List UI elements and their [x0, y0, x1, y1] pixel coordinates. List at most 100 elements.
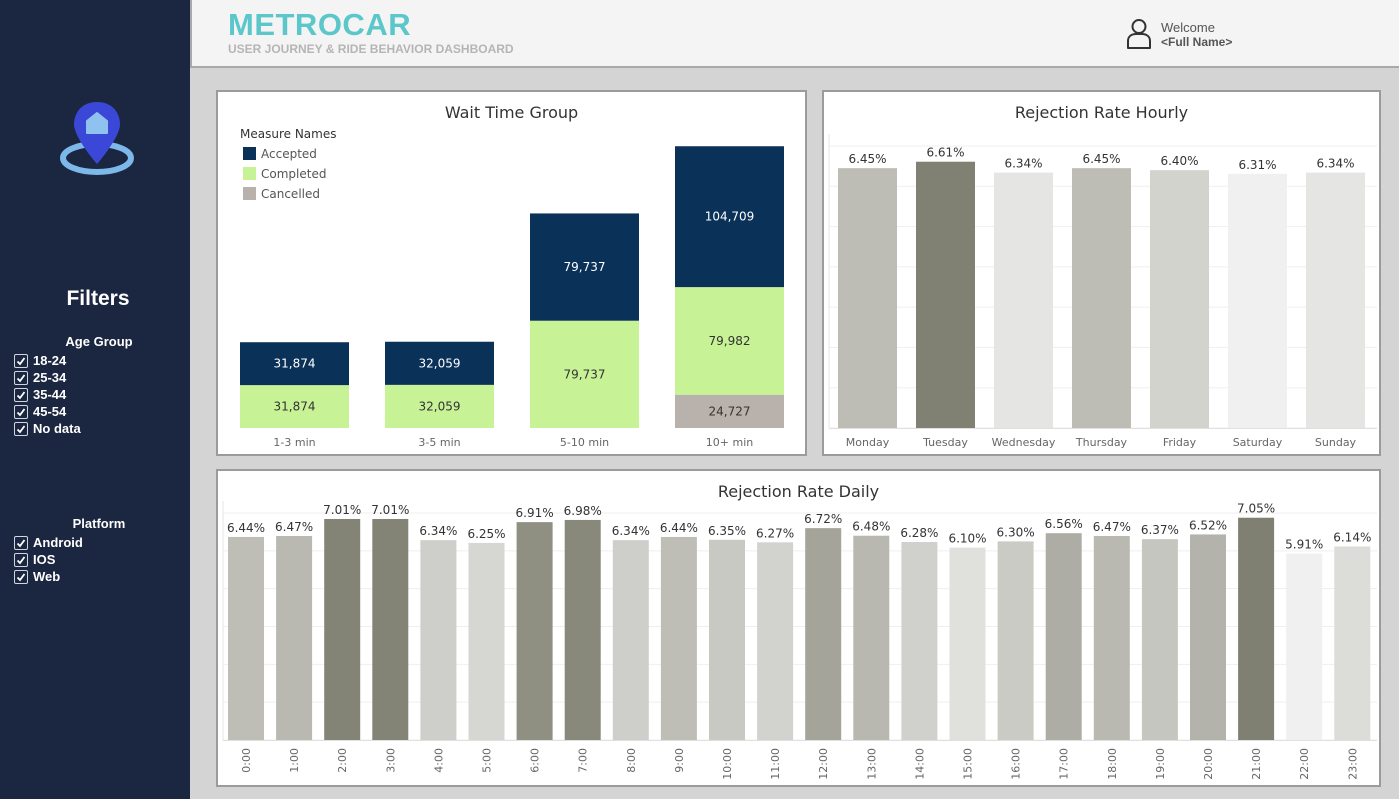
- option-label: 25-34: [33, 370, 67, 385]
- bar[interactable]: [1190, 534, 1226, 740]
- checkbox[interactable]: [14, 387, 28, 402]
- bar[interactable]: [564, 519, 601, 740]
- wait-time-chart: Measure Names Accepted Completed Cancelled 3…: [240, 127, 784, 449]
- bar-accepted[interactable]: [530, 213, 639, 321]
- legend-swatch: [243, 147, 256, 160]
- bar[interactable]: [1093, 536, 1130, 740]
- bar-completed[interactable]: [530, 320, 639, 428]
- bar[interactable]: [1238, 517, 1275, 740]
- option-label: Android: [33, 535, 83, 550]
- bar[interactable]: [372, 518, 409, 740]
- checkbox[interactable]: [14, 421, 28, 436]
- user-icon[interactable]: [1126, 18, 1152, 50]
- check-icon: [16, 572, 26, 581]
- bar[interactable]: [468, 542, 505, 740]
- bar-completed[interactable]: [675, 287, 784, 395]
- check-icon: [16, 555, 26, 564]
- data-label: 24,727: [709, 404, 751, 418]
- rejection-daily-title: Rejection Rate Daily: [717, 482, 880, 501]
- checkbox[interactable]: [14, 370, 28, 385]
- bar-accepted[interactable]: [385, 341, 494, 385]
- age_group-option-no-data[interactable]: No data: [14, 420, 190, 437]
- option-label: 35-44: [33, 387, 67, 402]
- bar[interactable]: [853, 535, 890, 740]
- age_group-option-18-24[interactable]: 18-24: [14, 352, 190, 369]
- user-name[interactable]: <Full Name>: [1161, 35, 1233, 49]
- bar[interactable]: [276, 536, 313, 740]
- brand-title: METROCAR: [228, 7, 412, 42]
- wait-time-title: Wait Time Group: [444, 103, 579, 122]
- bar[interactable]: [1334, 546, 1371, 740]
- data-label: 6.56%: [1045, 517, 1083, 531]
- x-tick-label: Sunday: [1315, 436, 1357, 449]
- bar[interactable]: [1072, 168, 1131, 428]
- legend-swatch: [243, 167, 256, 180]
- bar[interactable]: [1286, 553, 1323, 740]
- legend-label: Accepted: [261, 147, 317, 161]
- checkbox[interactable]: [14, 404, 28, 419]
- check-icon: [16, 538, 26, 547]
- data-label: 6.61%: [926, 146, 964, 160]
- data-label: 6.44%: [227, 521, 265, 535]
- checkbox[interactable]: [14, 569, 28, 584]
- bar[interactable]: [805, 528, 842, 740]
- bar[interactable]: [516, 522, 553, 740]
- map-pin-icon: [60, 102, 134, 175]
- option-label: Web: [33, 569, 61, 584]
- age_group-option-35-44[interactable]: 35-44: [14, 386, 190, 403]
- bar[interactable]: [997, 541, 1034, 740]
- checkbox[interactable]: [14, 535, 28, 550]
- checkbox[interactable]: [14, 552, 28, 567]
- bar[interactable]: [1150, 170, 1209, 428]
- data-label: 79,982: [709, 334, 751, 348]
- data-label: 6.40%: [1160, 154, 1198, 168]
- platform-option-android[interactable]: Android: [14, 534, 190, 551]
- data-label: 6.45%: [848, 152, 886, 166]
- bar[interactable]: [709, 539, 745, 740]
- bar[interactable]: [324, 518, 361, 740]
- age_group-option-25-34[interactable]: 25-34: [14, 369, 190, 386]
- data-label: 6.72%: [804, 512, 842, 526]
- legend-item-accepted[interactable]: Accepted: [243, 147, 317, 161]
- bar[interactable]: [949, 547, 986, 740]
- platform-option-ios[interactable]: IOS: [14, 551, 190, 568]
- bar-accepted[interactable]: [240, 342, 349, 386]
- bar[interactable]: [1045, 533, 1082, 740]
- bar-cancelled[interactable]: [675, 394, 784, 428]
- filters-title: Filters: [66, 287, 130, 310]
- bar-accepted[interactable]: [675, 146, 784, 288]
- option-label: 45-54: [33, 404, 67, 419]
- checkbox[interactable]: [14, 353, 28, 368]
- bar[interactable]: [757, 542, 794, 740]
- data-label: 7.01%: [371, 503, 409, 517]
- bar-completed[interactable]: [385, 384, 494, 428]
- x-tick-label: 13:00: [865, 748, 878, 780]
- platform-option-web[interactable]: Web: [14, 568, 190, 585]
- bar[interactable]: [228, 536, 264, 740]
- bar[interactable]: [660, 536, 697, 740]
- data-label: 6.47%: [275, 520, 313, 534]
- bar[interactable]: [612, 540, 649, 740]
- bar-completed[interactable]: [240, 385, 349, 428]
- bar[interactable]: [1306, 172, 1365, 428]
- data-label: 32,059: [419, 399, 461, 413]
- bar[interactable]: [901, 542, 938, 740]
- data-label: 6.48%: [852, 520, 890, 534]
- x-tick-label: 1:00: [288, 748, 301, 773]
- age_group-option-45-54[interactable]: 45-54: [14, 403, 190, 420]
- legend-item-cancelled[interactable]: Cancelled: [243, 187, 320, 201]
- rejection-hourly-panel: Rejection Rate Hourly 6.45% Monday 6.61% Tu…: [822, 90, 1381, 456]
- bar[interactable]: [916, 161, 975, 428]
- x-tick-label: 19:00: [1154, 748, 1167, 780]
- bar[interactable]: [420, 540, 457, 740]
- bar[interactable]: [1141, 539, 1178, 740]
- dashboard-subtitle: USER JOURNEY & RIDE BEHAVIOR DASHBOARD: [228, 42, 514, 56]
- rejection-daily-panel: Rejection Rate Daily 6.44% 0:00 6.47% 1:00 7…: [216, 469, 1381, 787]
- data-label: 6.47%: [1093, 520, 1131, 534]
- legend-item-completed[interactable]: Completed: [243, 167, 326, 181]
- check-icon: [16, 390, 26, 399]
- bar[interactable]: [838, 168, 897, 428]
- bar[interactable]: [994, 172, 1053, 428]
- check-icon: [16, 424, 26, 433]
- bar[interactable]: [1228, 173, 1287, 428]
